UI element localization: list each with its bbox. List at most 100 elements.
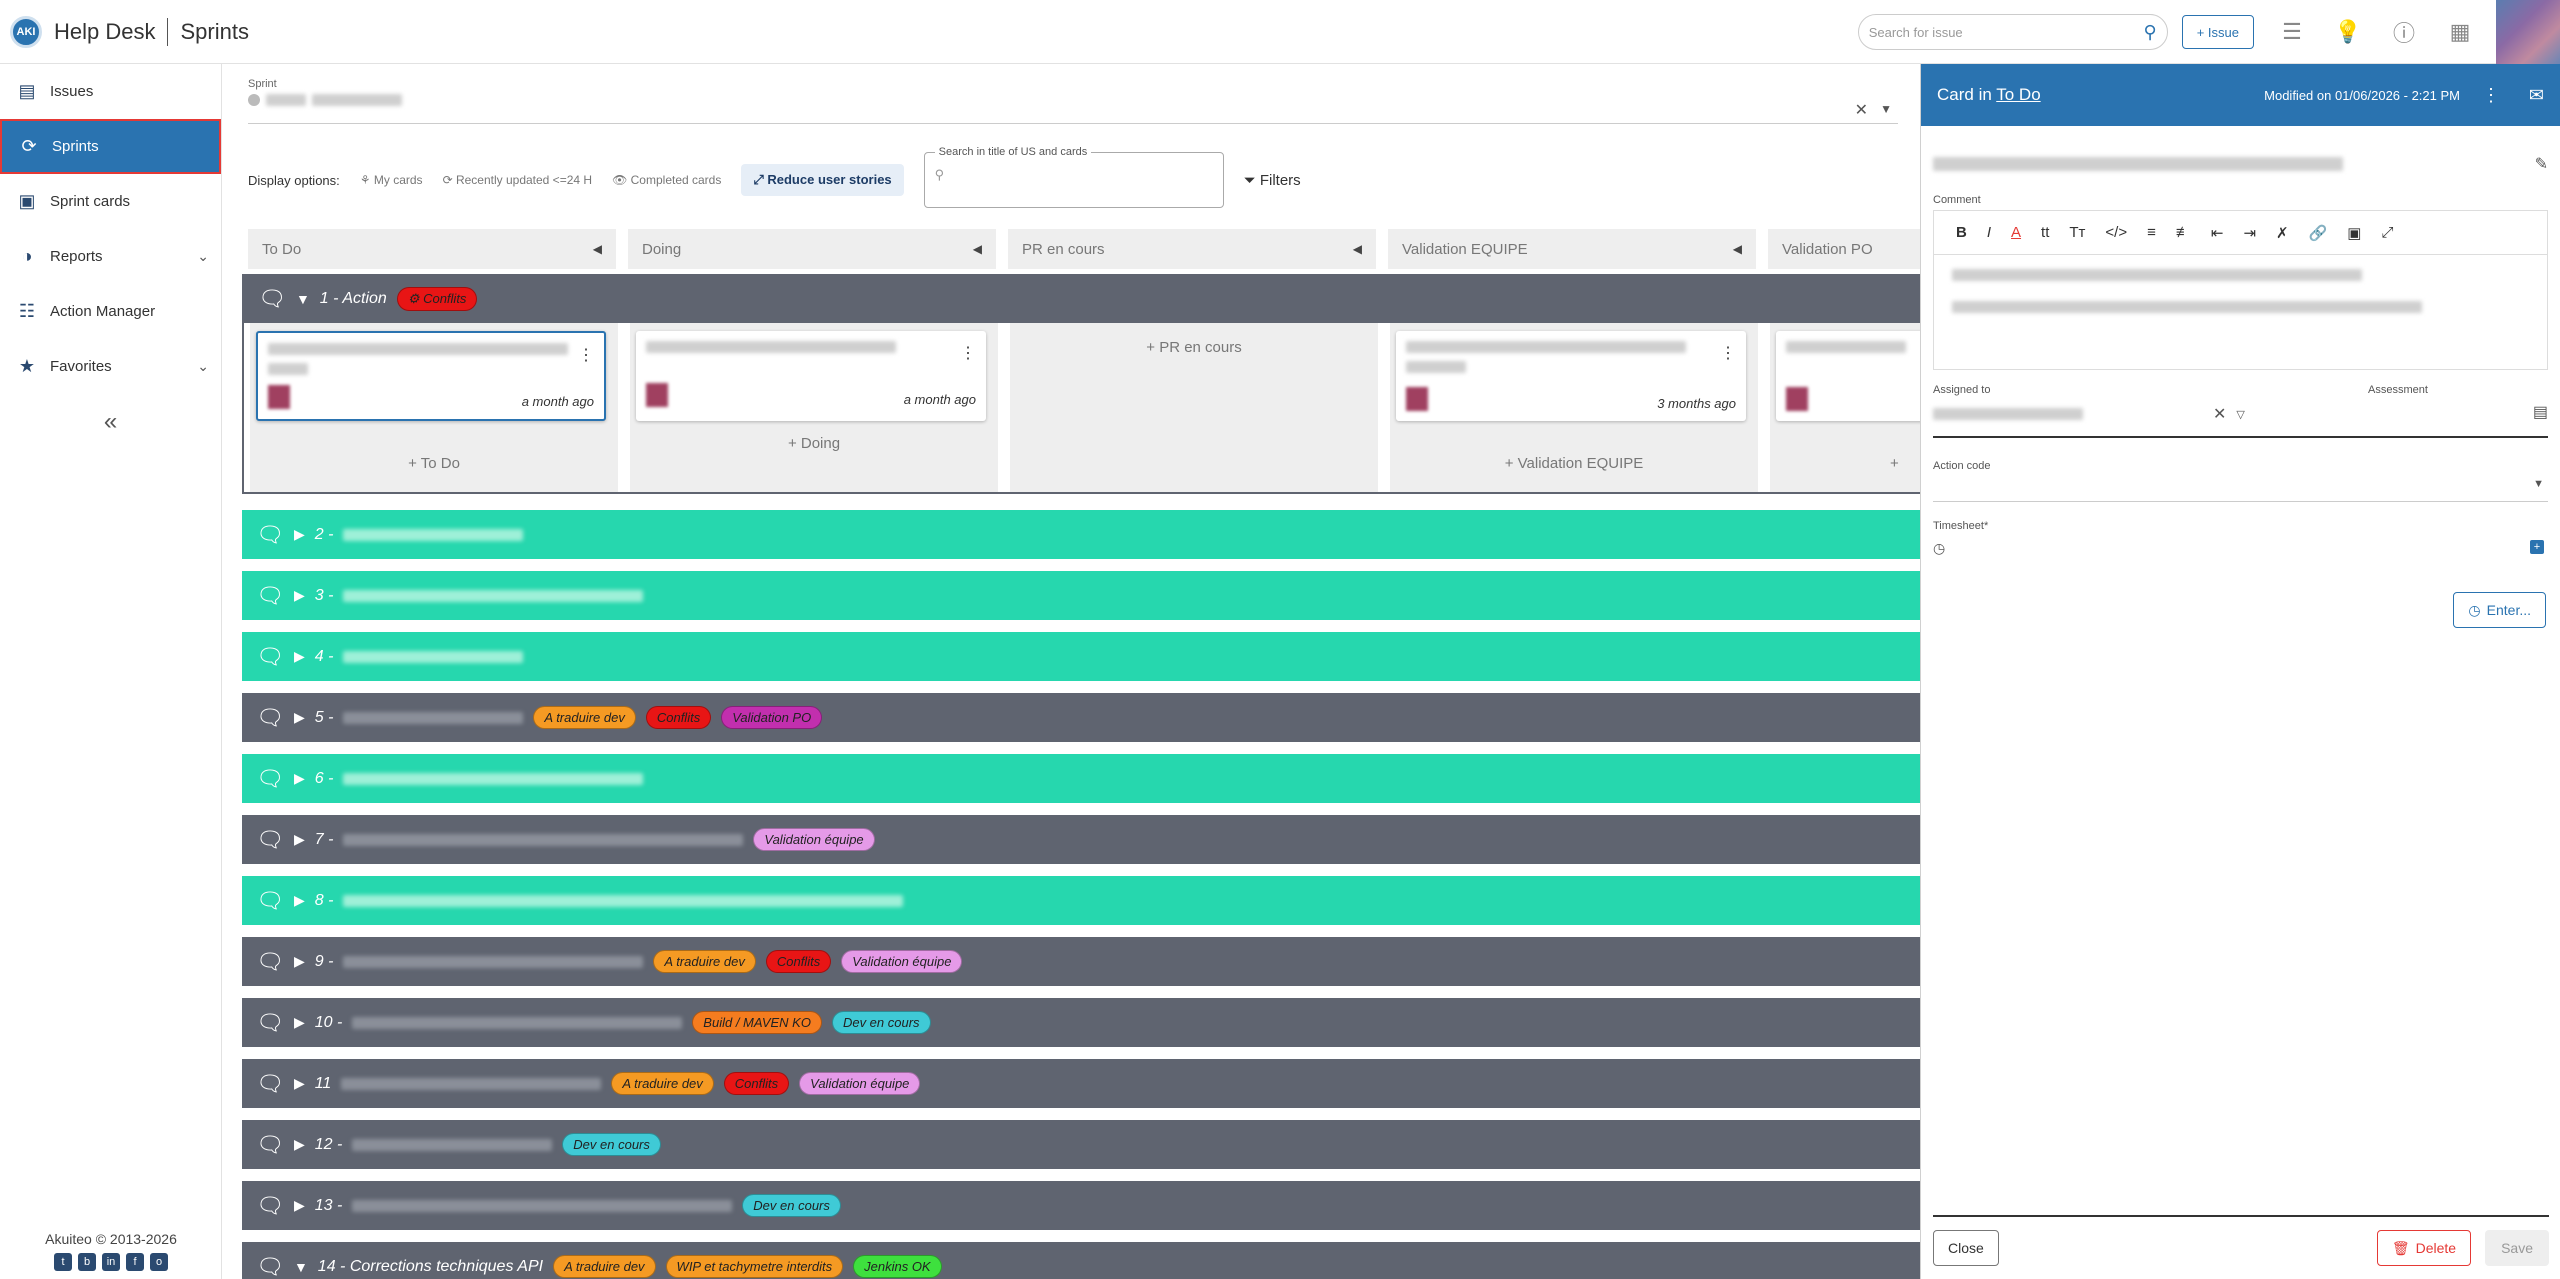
card[interactable]: ⋮ a month ago bbox=[256, 331, 606, 421]
reduce-user-stories-button[interactable]: ⤢ Reduce user stories bbox=[741, 164, 904, 196]
comment-icon[interactable]: 🗨 bbox=[256, 1253, 284, 1279]
clear-icon[interactable]: ✕ bbox=[1854, 102, 1868, 119]
column-header-validation-po[interactable]: Validation PO bbox=[1768, 229, 1920, 269]
assigned-field[interactable]: Assigned to ✕ ▽ bbox=[1933, 384, 2333, 424]
column-header-pr[interactable]: PR en cours ◀ bbox=[1008, 229, 1376, 269]
expand-caret-icon[interactable]: ▶ bbox=[293, 1075, 305, 1091]
caret-down-icon[interactable]: ▼ bbox=[1880, 102, 1892, 116]
user-story-row[interactable]: 🗨 ▶ 2 - bbox=[242, 510, 1920, 559]
kebab-menu-icon[interactable]: ⋮ bbox=[578, 347, 594, 364]
comment-editor[interactable]: B I A tt Tт </> ≡ ≢ ⇤ ⇥ ✗ 🔗 ▣ ⤢ bbox=[1933, 210, 2548, 370]
bluesky-icon[interactable]: b bbox=[78, 1253, 96, 1271]
column-header-validation-equipe[interactable]: Validation EQUIPE ◀ bbox=[1388, 229, 1756, 269]
expand-caret-icon[interactable]: ▶ bbox=[293, 709, 305, 725]
expand-caret-icon[interactable]: ▶ bbox=[293, 1197, 305, 1213]
comment-icon[interactable]: 🗨 bbox=[256, 643, 284, 669]
add-issue-button[interactable]: + Issue bbox=[2181, 15, 2254, 49]
sidebar-item-action-manager[interactable]: ☷ Action Manager bbox=[0, 284, 221, 339]
app-logo[interactable]: AKI bbox=[10, 15, 42, 48]
expand-caret-icon[interactable]: ▶ bbox=[293, 526, 305, 542]
comment-icon[interactable]: 🗨 bbox=[256, 704, 284, 730]
user-story-row[interactable]: 🗨 ▶ 6 - bbox=[242, 754, 1920, 803]
expand-caret-icon[interactable]: ▶ bbox=[293, 831, 305, 847]
user-story-row[interactable]: 🗨 ▶ 12 - Dev en cours bbox=[242, 1120, 1920, 1169]
expand-caret-icon[interactable]: ▼ bbox=[293, 1258, 308, 1275]
indent-icon[interactable]: ⇥ bbox=[2243, 224, 2257, 242]
clear-format-icon[interactable]: ✗ bbox=[2276, 224, 2289, 242]
user-story-row[interactable]: 🗨 ▶ 11 A traduire dev Conflits Validation équ… bbox=[242, 1059, 1920, 1108]
enter-timesheet-button[interactable]: ◷ Enter... bbox=[2453, 592, 2546, 628]
option-completed-cards[interactable]: 👁 Completed cards bbox=[612, 173, 722, 187]
save-button[interactable]: Save bbox=[2485, 1230, 2549, 1266]
sidebar-item-reports[interactable]: ◑ Reports ⌄ bbox=[0, 229, 221, 284]
collapse-column-icon[interactable]: ◀ bbox=[1352, 242, 1362, 256]
comment-icon[interactable]: 🗨 bbox=[256, 1070, 284, 1096]
apps-grid-icon[interactable]: ▦ bbox=[2449, 19, 2471, 44]
caret-down-icon[interactable]: ▽ bbox=[2236, 408, 2245, 421]
caret-down-icon[interactable]: ▼ bbox=[2533, 478, 2544, 490]
sidebar-item-sprints[interactable]: ⟳ Sprints bbox=[0, 119, 221, 174]
filters-button[interactable]: ⏷ Filters bbox=[1243, 171, 1301, 189]
action-code-field[interactable]: Action code ▼ bbox=[1933, 448, 2548, 502]
twitter-icon[interactable]: t bbox=[54, 1253, 72, 1271]
edit-pencil-icon[interactable]: ✎ bbox=[2534, 156, 2548, 173]
column-header-todo[interactable]: To Do ◀ bbox=[248, 229, 616, 269]
assessment-field[interactable]: Assessment ▤ bbox=[2368, 384, 2548, 424]
lightbulb-icon[interactable]: 💡 bbox=[2334, 19, 2362, 44]
image-icon[interactable]: ▣ bbox=[2347, 224, 2362, 242]
card[interactable] bbox=[1776, 331, 1920, 421]
comment-icon[interactable]: 🗨 bbox=[256, 887, 284, 913]
user-story-header[interactable]: 🗨 ▼ 1 - Action ⚙ Conflits bbox=[244, 274, 1920, 323]
comment-icon[interactable]: 🗨 bbox=[258, 285, 286, 311]
link-icon[interactable]: 🔗 bbox=[2308, 224, 2328, 242]
option-my-cards[interactable]: ⚘ My cards bbox=[359, 173, 423, 187]
expand-caret-icon[interactable]: ▶ bbox=[293, 648, 305, 664]
expand-caret-icon[interactable]: ▶ bbox=[293, 770, 305, 786]
kebab-menu-icon[interactable]: ⋮ bbox=[2482, 84, 2500, 105]
add-timesheet-icon[interactable]: + bbox=[2530, 540, 2544, 554]
user-story-row[interactable]: 🗨 ▶ 9 - A traduire dev Conflits Validation éq… bbox=[242, 937, 1920, 986]
add-card-todo-button[interactable]: + To Do bbox=[408, 455, 460, 472]
user-story-row[interactable]: 🗨 ▶ 7 - Validation équipe bbox=[242, 815, 1920, 864]
fullscreen-icon[interactable]: ⤢ bbox=[2381, 224, 2394, 241]
user-avatar[interactable] bbox=[2496, 0, 2560, 64]
user-story-row[interactable]: 🗨 ▶ 5 - A traduire dev Conflits Validation PO bbox=[242, 693, 1920, 742]
collapse-column-icon[interactable]: ◀ bbox=[1732, 242, 1742, 256]
comment-icon[interactable]: 🗨 bbox=[256, 765, 284, 791]
font-case-icon[interactable]: Tт bbox=[2069, 224, 2086, 241]
outdent-icon[interactable]: ⇤ bbox=[2210, 224, 2224, 242]
expand-caret-icon[interactable]: ▶ bbox=[293, 1136, 305, 1152]
kebab-menu-icon[interactable]: ⋮ bbox=[960, 345, 976, 362]
card[interactable]: ⋮ 3 months ago bbox=[1396, 331, 1746, 421]
comment-icon[interactable]: 🗨 bbox=[256, 1192, 284, 1218]
user-story-row[interactable]: 🗨 ▼ 14 - Corrections techniques API A tradu… bbox=[242, 1242, 1920, 1279]
user-story-row[interactable]: 🗨 ▶ 4 - bbox=[242, 632, 1920, 681]
expand-caret-icon[interactable]: ▶ bbox=[293, 587, 305, 603]
clear-icon[interactable]: ✕ bbox=[2213, 406, 2227, 423]
card[interactable]: ⋮ a month ago bbox=[636, 331, 986, 421]
sidebar-item-sprint-cards[interactable]: ▣ Sprint cards bbox=[0, 174, 221, 229]
collapse-sidebar-button[interactable]: « bbox=[103, 408, 118, 435]
italic-icon[interactable]: I bbox=[1986, 224, 1992, 241]
comment-icon[interactable]: 🗨 bbox=[256, 1009, 284, 1035]
option-recently-updated[interactable]: ⟳ Recently updated <=24 H bbox=[442, 173, 593, 187]
font-color-icon[interactable]: A bbox=[2011, 224, 2022, 241]
timesheet-field[interactable]: Timesheet* ◷ + bbox=[1933, 512, 2548, 566]
comment-icon[interactable]: 🗨 bbox=[256, 1131, 284, 1157]
money-icon[interactable]: ▤ bbox=[2532, 404, 2548, 421]
expand-caret-down-icon[interactable]: ▼ bbox=[295, 290, 310, 307]
add-card-po-button[interactable]: + bbox=[1890, 455, 1899, 472]
add-card-doing-button[interactable]: + Doing bbox=[787, 435, 841, 452]
column-link[interactable]: To Do bbox=[1996, 85, 2041, 104]
comment-icon[interactable]: 🗨 bbox=[256, 582, 284, 608]
font-size-icon[interactable]: tt bbox=[2041, 224, 2050, 241]
expand-caret-icon[interactable]: ▶ bbox=[293, 892, 305, 908]
comment-icon[interactable]: 🗨 bbox=[256, 521, 284, 547]
sidebar-item-issues[interactable]: ▤ Issues bbox=[0, 64, 221, 119]
search-icon[interactable]: ⚲ bbox=[2143, 21, 2157, 42]
delete-button[interactable]: 🗑 Delete bbox=[2376, 1230, 2472, 1266]
mail-icon[interactable]: ✉ bbox=[2528, 84, 2544, 105]
settings-sliders-icon[interactable]: ☰ bbox=[2282, 19, 2302, 44]
code-icon[interactable]: </> bbox=[2105, 224, 2128, 241]
sprint-select[interactable]: Sprint ✕ ▼ bbox=[248, 78, 1898, 124]
